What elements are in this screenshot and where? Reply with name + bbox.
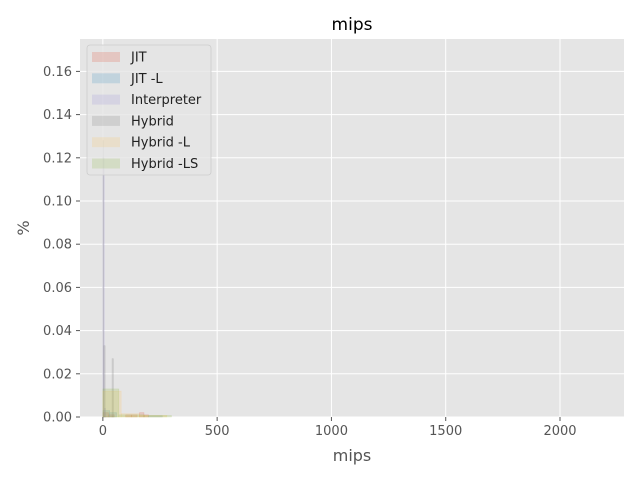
x-tick-label: 2000 bbox=[543, 424, 576, 439]
histogram-bar bbox=[102, 390, 122, 418]
legend-label: Hybrid -LS bbox=[131, 157, 198, 172]
histogram-bar bbox=[103, 345, 106, 418]
legend-label: JIT bbox=[130, 51, 147, 66]
legend-frame bbox=[86, 44, 212, 176]
x-axis-ticks: 0 500 1000 1500 2000 bbox=[99, 417, 577, 439]
legend-label: JIT -L bbox=[130, 72, 163, 87]
legend-label: Hybrid -L bbox=[131, 136, 191, 151]
histogram-bar bbox=[108, 414, 115, 418]
legend-swatch bbox=[92, 73, 120, 84]
histogram-bars bbox=[102, 140, 172, 418]
legend-label: Hybrid bbox=[131, 114, 174, 129]
histogram-bar bbox=[109, 412, 117, 418]
y-tick-label: 0.14 bbox=[43, 108, 72, 123]
histogram-bar bbox=[111, 358, 114, 418]
y-tick-label: 0.16 bbox=[43, 65, 72, 80]
x-tick-label: 1500 bbox=[429, 424, 462, 439]
y-tick-label: 0.04 bbox=[43, 324, 72, 339]
histogram-bar bbox=[102, 412, 109, 418]
y-tick-label: 0.00 bbox=[43, 411, 72, 426]
x-tick-label: 1000 bbox=[315, 424, 348, 439]
x-tick-label: 0 bbox=[99, 424, 107, 439]
y-tick-label: 0.06 bbox=[43, 281, 72, 296]
chart-title: mips bbox=[332, 15, 373, 35]
x-axis-label: mips bbox=[333, 446, 372, 465]
legend-swatch bbox=[92, 158, 120, 169]
histogram-bar bbox=[120, 413, 140, 418]
x-tick-label: 500 bbox=[205, 424, 230, 439]
histogram-bar bbox=[139, 415, 168, 418]
histogram-bar bbox=[118, 414, 145, 418]
histogram-bar bbox=[125, 414, 132, 418]
y-tick-label: 0.02 bbox=[43, 367, 72, 382]
legend-swatch bbox=[92, 52, 120, 62]
y-tick-label: 0.12 bbox=[43, 151, 72, 166]
histogram-bar bbox=[131, 414, 138, 418]
legend-swatch bbox=[92, 94, 120, 105]
histogram-bar bbox=[143, 414, 149, 418]
y-tick-label: 0.10 bbox=[43, 195, 72, 210]
y-tick-label: 0.08 bbox=[43, 238, 72, 253]
histogram-bar bbox=[102, 410, 110, 418]
legend: JIT JIT -L Interpreter Hybrid Hybrid -L Hybri… bbox=[86, 44, 212, 176]
legend-swatch bbox=[92, 115, 120, 126]
histogram-bar bbox=[143, 415, 172, 418]
histogram-bar bbox=[103, 408, 106, 418]
histogram-bar bbox=[102, 388, 120, 418]
histogram-bar bbox=[139, 412, 145, 418]
y-axis-ticks: 0.00 0.02 0.04 0.06 0.08 0.10 0.12 0.14 0.16 bbox=[43, 65, 80, 426]
y-axis-label: % bbox=[14, 220, 33, 235]
legend-label: Interpreter bbox=[131, 93, 202, 108]
legend-swatch bbox=[92, 137, 120, 148]
histogram-bar bbox=[148, 415, 163, 418]
